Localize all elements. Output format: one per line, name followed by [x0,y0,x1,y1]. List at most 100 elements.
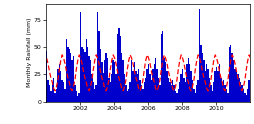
Bar [183,78,184,102]
Bar [152,69,153,102]
Bar [132,71,133,102]
Bar [208,78,209,102]
Bar [184,82,185,102]
Bar [87,47,88,102]
Bar [195,85,197,102]
Bar [146,69,147,102]
Bar [180,75,181,102]
Bar [97,12,98,102]
Bar [64,89,66,102]
Bar [235,71,236,102]
Bar [80,12,81,102]
Bar [130,60,132,102]
Bar [145,78,146,102]
Bar [105,53,106,102]
Bar [106,58,108,102]
Bar [78,93,80,102]
Bar [252,71,253,102]
Bar [236,75,238,102]
Bar [160,34,162,102]
Bar [51,82,53,102]
Bar [164,62,166,102]
Bar [98,31,99,102]
Bar [89,60,91,102]
Bar [207,69,208,102]
Bar [222,80,224,102]
Bar [82,49,84,102]
Bar [177,89,178,102]
Bar [77,96,78,102]
Bar [116,34,118,102]
Bar [60,71,61,102]
Bar [221,85,222,102]
Bar [198,9,200,102]
Bar [188,64,190,102]
Bar [84,52,85,102]
Bar [245,95,246,102]
Bar [114,62,115,102]
Bar [173,85,174,102]
Bar [209,85,211,102]
Bar [58,64,60,102]
Bar [109,82,111,102]
Bar [102,73,104,102]
Bar [212,82,214,102]
Bar [50,91,51,102]
Bar [119,36,120,102]
Bar [154,58,156,102]
Bar [202,60,204,102]
Bar [215,67,216,102]
Bar [250,64,252,102]
Bar [166,71,167,102]
Bar [75,91,77,102]
Bar [95,85,97,102]
Bar [193,89,194,102]
Bar [167,78,168,102]
Bar [229,45,231,102]
Bar [232,60,233,102]
Bar [128,89,129,102]
Bar [170,85,171,102]
Bar [120,53,122,102]
Bar [204,71,205,102]
Bar [168,82,170,102]
Bar [94,89,95,102]
Bar [200,45,201,102]
Bar [181,69,183,102]
Bar [135,71,136,102]
Bar [149,75,150,102]
Bar [136,75,137,102]
Bar [129,82,130,102]
Bar [85,39,87,102]
Bar [228,47,229,102]
Bar [176,93,177,102]
Bar [239,82,241,102]
Bar [92,82,94,102]
Bar [137,69,139,102]
Bar [162,31,163,102]
Bar [231,53,232,102]
Bar [111,75,112,102]
Bar [142,89,143,102]
Bar [71,60,73,102]
Bar [214,71,215,102]
Bar [143,82,145,102]
Bar [225,89,226,102]
Bar [224,85,225,102]
Bar [171,80,173,102]
Bar [66,39,67,102]
Bar [246,89,247,102]
Bar [56,89,57,102]
Bar [147,64,149,102]
Bar [139,80,140,102]
Bar [126,91,128,102]
Bar [63,82,64,102]
Bar [104,60,105,102]
Bar [178,82,180,102]
Bar [150,80,152,102]
Bar [47,80,49,102]
Bar [242,89,243,102]
Bar [88,56,89,102]
Bar [238,78,239,102]
Bar [205,64,207,102]
